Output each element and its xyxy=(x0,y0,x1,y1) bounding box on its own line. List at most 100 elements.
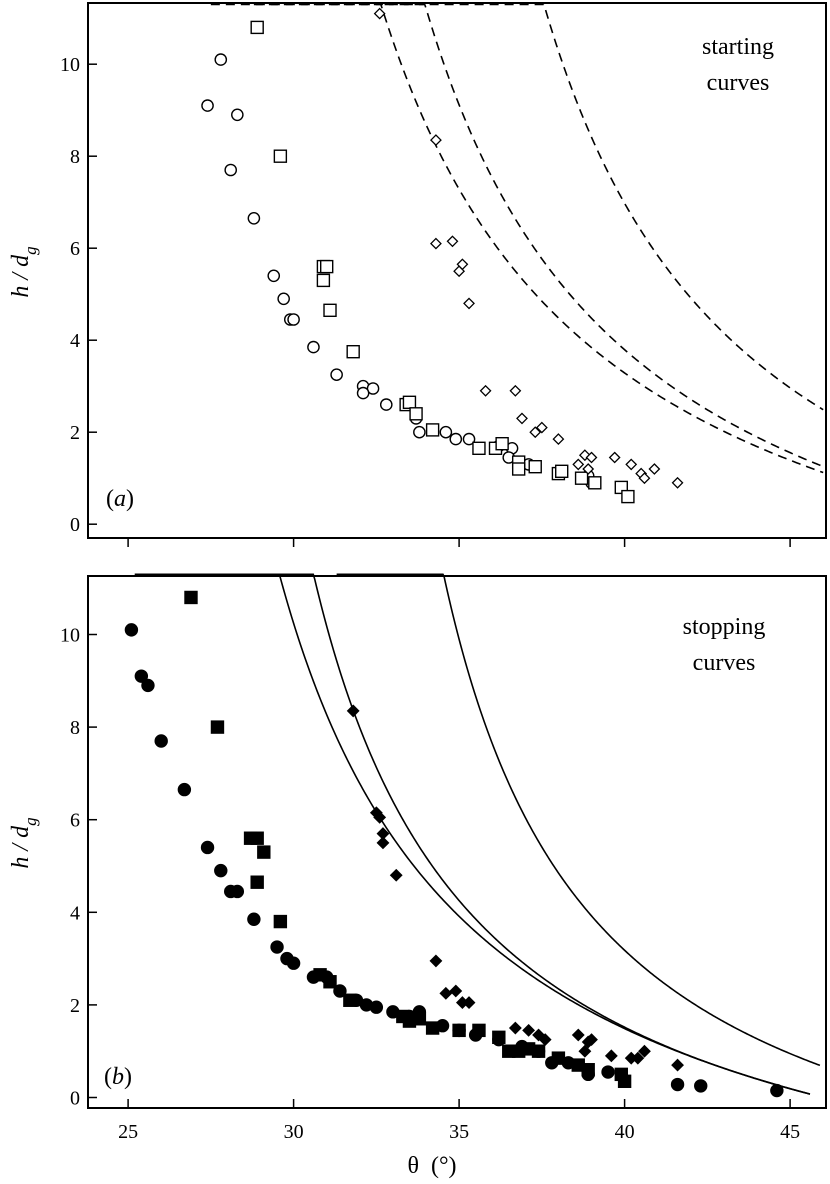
panel-b-xtick-label: 30 xyxy=(284,1121,304,1143)
panel-b-xtick-label: 35 xyxy=(449,1121,469,1143)
panel-b-diamonds-point xyxy=(571,1028,585,1042)
panel-b-diamonds-point xyxy=(671,1058,684,1072)
panel-a-squares-point xyxy=(588,476,602,490)
panel-b-diamonds-point xyxy=(389,868,403,882)
panel-b-circles-point xyxy=(270,940,284,954)
panel-b-ylabel-sub: g xyxy=(21,817,40,826)
panel-b-squares-point xyxy=(257,845,271,859)
panel-b-annotation-line2: curves xyxy=(693,650,756,676)
panel-b-circles-point xyxy=(333,984,347,998)
panel-b-xtick-label: 25 xyxy=(118,1121,138,1143)
panel-b-circles-point xyxy=(124,623,139,637)
panel-a-diamonds-point xyxy=(516,412,528,425)
panel-a-diamonds-point xyxy=(373,7,386,20)
panel-a-diamonds-point xyxy=(430,237,442,250)
panel-a-circles-point xyxy=(224,163,238,177)
panel-b-annotation-line1: stopping xyxy=(683,614,766,640)
panel-b-squares-point xyxy=(412,1012,427,1026)
panel-b-diamonds-point xyxy=(538,1033,552,1047)
panel-b-circles-point xyxy=(154,734,168,748)
panel-b-squares-point xyxy=(210,720,225,734)
panel-a-diamonds-point xyxy=(479,384,492,397)
panel-b-squares-point xyxy=(343,993,357,1007)
panel-a-squares-point xyxy=(555,464,569,478)
panel-a-squares-point xyxy=(250,20,264,35)
panel-b-diamonds-point xyxy=(638,1044,651,1058)
panel-b-circles-point xyxy=(247,912,261,926)
panel-b-diamonds-point xyxy=(508,1021,522,1035)
panel-b-squares-point xyxy=(313,968,327,982)
panel-b-circles-point xyxy=(601,1065,615,1079)
panel-a-squares-point xyxy=(574,471,589,485)
panel-b-diamonds-point xyxy=(462,996,476,1010)
panel-a-circles-point xyxy=(277,292,290,306)
panel-b-circles-point xyxy=(286,956,301,970)
panel-b-diamonds-point xyxy=(373,810,387,824)
panel-b-circles-point xyxy=(134,669,149,683)
panel-b-circles-point xyxy=(200,840,215,855)
panel-a-diamonds-point xyxy=(638,472,651,485)
panel-b-squares-point xyxy=(551,1051,566,1065)
panel-b-circles-point xyxy=(770,1083,784,1098)
panel-a-ytick-label: 6 xyxy=(70,238,80,260)
panel-b-label: (b) xyxy=(104,1064,132,1090)
panel-b-circles-point xyxy=(369,1000,384,1014)
panel-b-stopping-curves: 0 2 4 6 8 10 25 30 35 40 45 stopping curves (b) h … xyxy=(8,573,827,1179)
panel-a-diamonds-point xyxy=(582,463,595,475)
panel-a-squares-point xyxy=(273,149,288,163)
panel-b-ylabel: h / dg xyxy=(8,817,40,868)
panel-a-diamonds-fit xyxy=(384,3,824,411)
panel-b-squares-point xyxy=(452,1023,466,1038)
panel-b-circles-point xyxy=(214,863,228,878)
panel-a-circles-point xyxy=(201,99,214,112)
panel-a-annotation-line2: curves xyxy=(707,70,770,96)
panel-b-squares-point xyxy=(250,875,264,889)
panel-b-squares-point xyxy=(617,1074,632,1088)
panel-a-squares-point xyxy=(346,345,360,359)
panel-b-ytick-label: 8 xyxy=(70,717,80,739)
panel-b-squares-point xyxy=(184,590,198,605)
panel-a-ytick-label: 2 xyxy=(70,422,80,444)
panel-a-ytick-label: 8 xyxy=(70,146,80,168)
panel-b-diamonds-point xyxy=(449,984,463,998)
panel-b-ytick-label: 2 xyxy=(70,995,80,1017)
panel-a-ytick-label: 0 xyxy=(70,514,80,536)
panel-b-frame xyxy=(87,575,827,1109)
panel-a-circles-point xyxy=(413,425,426,439)
panel-b-circles-point xyxy=(670,1077,685,1092)
panel-a-label: (a) xyxy=(106,486,134,512)
panel-a-ylabel-main: h / d xyxy=(8,254,34,298)
panel-b-circles-point xyxy=(177,782,192,797)
panel-b-circles-point xyxy=(694,1079,708,1093)
panel-a-circles-point xyxy=(356,386,370,400)
panel-b-xtick-label: 45 xyxy=(780,1121,800,1143)
panel-b-diamonds-point xyxy=(578,1044,592,1058)
panel-a-ytick-label: 4 xyxy=(70,330,80,352)
panel-b-diamonds-point xyxy=(346,704,360,718)
panel-a-circles-point xyxy=(214,53,228,66)
panel-a-diamonds-point xyxy=(430,134,442,147)
panel-a-squares-point xyxy=(402,395,417,409)
panel-a-diamonds-point xyxy=(509,384,522,397)
panel-b-xtick-label: 40 xyxy=(615,1121,635,1143)
panel-b-diamonds-point xyxy=(631,1051,645,1065)
panel-a-diamonds-point xyxy=(572,458,585,471)
panel-a-squares-point xyxy=(495,437,509,451)
panel-a-squares-point xyxy=(409,407,423,421)
panel-a-diamonds-point xyxy=(648,463,661,475)
panel-a-diamonds-point xyxy=(456,258,469,271)
panel-b-squares-point xyxy=(273,914,288,929)
panel-b-diamonds-fit xyxy=(336,573,821,1067)
panel-b-xlabel-unit: (°) xyxy=(431,1153,457,1179)
panel-a-starting-curves: 0 2 4 6 8 10 starting curves (a) h / dg xyxy=(8,2,827,547)
panel-a-squares-fit xyxy=(253,3,824,468)
panel-a-squares-point xyxy=(472,441,486,455)
panel-b-circles-point xyxy=(141,678,155,693)
panel-b-xlabel-symbol: θ xyxy=(407,1153,419,1179)
panel-a-ylabel: h / dg xyxy=(8,246,40,297)
panel-a-squares-point xyxy=(511,462,526,476)
panel-a-diamonds-point xyxy=(552,433,565,446)
panel-a-squares-point xyxy=(621,489,635,504)
panel-a-circles-point xyxy=(379,398,393,411)
